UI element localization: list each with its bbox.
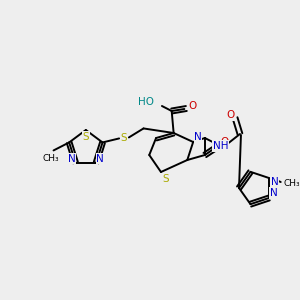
Text: N: N: [271, 177, 279, 187]
Text: N: N: [68, 154, 76, 164]
Text: N: N: [194, 132, 202, 142]
Text: S: S: [82, 132, 89, 142]
Text: O: O: [226, 110, 234, 120]
Text: HO: HO: [138, 97, 154, 107]
Text: S: S: [163, 174, 169, 184]
Text: S: S: [121, 134, 127, 143]
Text: CH₃: CH₃: [42, 154, 59, 163]
Text: O: O: [220, 137, 229, 147]
Text: N: N: [270, 188, 278, 198]
Text: N: N: [96, 154, 104, 164]
Text: NH: NH: [213, 141, 228, 151]
Text: O: O: [188, 101, 196, 111]
Text: CH₃: CH₃: [283, 178, 300, 188]
